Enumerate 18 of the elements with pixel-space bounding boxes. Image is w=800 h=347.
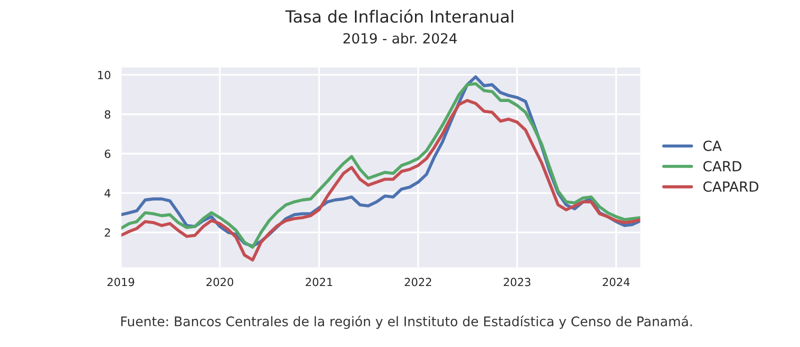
x-tick-label: 2024	[602, 278, 630, 286]
x-tick-label: 2019	[107, 278, 134, 286]
chart-subtitle: 2019 - abr. 2024	[343, 32, 457, 44]
legend-label: CA	[703, 140, 722, 152]
y-tick-label: 6	[104, 150, 110, 158]
legend-label: CARD	[703, 160, 742, 172]
x-tick-label: 2023	[504, 278, 530, 286]
x-tick-label: 2021	[306, 278, 332, 286]
y-tick-label: 10	[98, 70, 110, 80]
y-tick-label: 8	[104, 110, 110, 119]
line-series	[120, 98, 641, 262]
x-tick-label: 2022	[404, 278, 432, 286]
y-tick-label: 2	[104, 228, 110, 237]
chart-title: Tasa de Inflación Interanual	[285, 9, 514, 23]
source-note: Fuente: Bancos Centrales de la región y el Instituto de Estadística y Censo de Panamá.	[121, 316, 692, 329]
y-tick-label: 4	[104, 189, 110, 198]
x-tick-label: 2020	[206, 278, 234, 286]
legend-label: CAPARD	[703, 181, 758, 192]
